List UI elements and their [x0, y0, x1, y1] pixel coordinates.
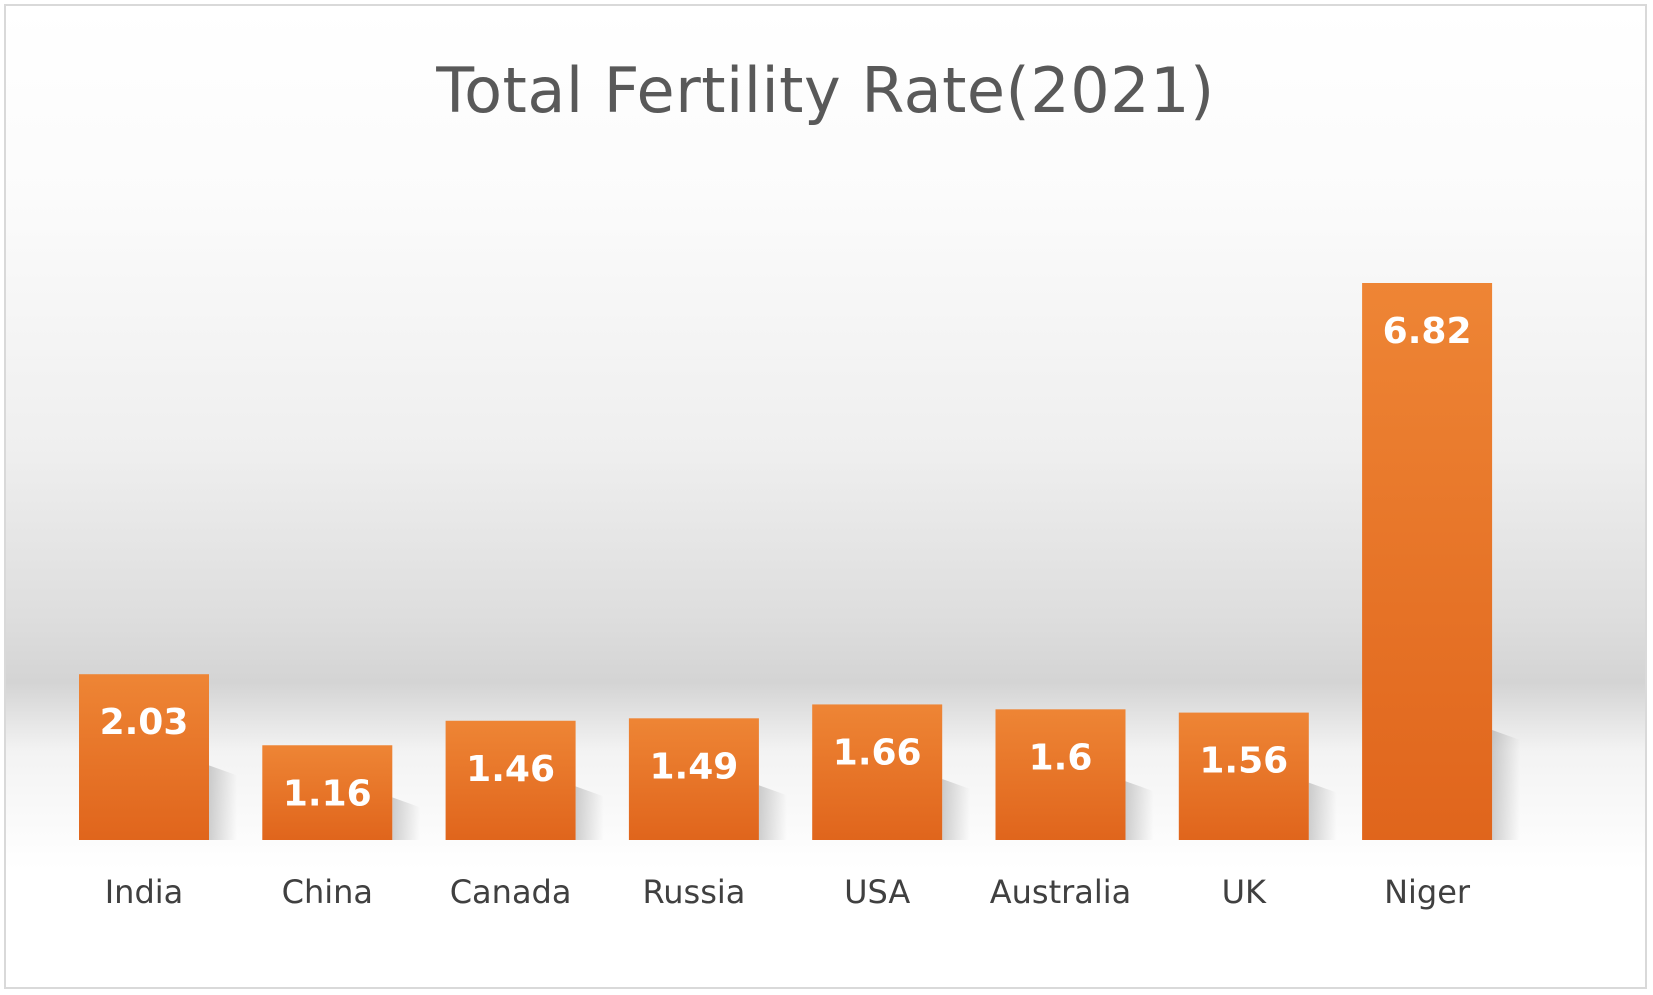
- bar-shadow: [575, 786, 604, 840]
- x-tick-label: Russia: [642, 873, 745, 911]
- bar-shadow: [209, 765, 237, 840]
- x-tick-label: Canada: [450, 873, 572, 911]
- bar-shadow: [392, 797, 421, 840]
- bar-shadow: [1125, 781, 1154, 840]
- data-label: 1.56: [1199, 741, 1288, 782]
- bar-russia: [628, 718, 759, 840]
- data-label: 1.66: [833, 732, 922, 773]
- data-label: 2.03: [100, 702, 189, 743]
- bar-shadow: [758, 785, 787, 840]
- x-tick-label: USA: [844, 873, 910, 911]
- x-tick-label: China: [282, 873, 373, 911]
- bar-shadow: [1492, 730, 1521, 840]
- x-tick-label: UK: [1222, 873, 1267, 911]
- bar-plot: 2.03 1.16 1.46 1.49 1.66 1.6 1.56 6.82 India Chi…: [79, 283, 1521, 911]
- data-label: 1.49: [649, 746, 738, 787]
- x-tick-label: Niger: [1384, 873, 1471, 911]
- bar-shadow: [1308, 782, 1337, 840]
- x-tick-label: Australia: [990, 873, 1132, 911]
- data-label: 1.16: [283, 773, 372, 814]
- chart-area: Total Fertility Rate(2021) 2.03 1.16 1.46 1…: [4, 4, 1647, 989]
- chart-title: Total Fertility Rate(2021): [436, 54, 1215, 127]
- bar-usa: [812, 704, 943, 840]
- data-label: 6.82: [1383, 311, 1472, 352]
- bar-uk: [1178, 712, 1309, 840]
- bar-shadow: [942, 778, 971, 840]
- bar-canada: [445, 720, 576, 840]
- data-label: 1.6: [1029, 737, 1093, 778]
- data-label: 1.46: [466, 749, 555, 790]
- x-tick-label: India: [105, 873, 184, 911]
- bar-china: [262, 745, 393, 840]
- bar-india: [79, 674, 209, 840]
- bar-niger: [1362, 283, 1493, 840]
- bar-australia: [995, 709, 1126, 840]
